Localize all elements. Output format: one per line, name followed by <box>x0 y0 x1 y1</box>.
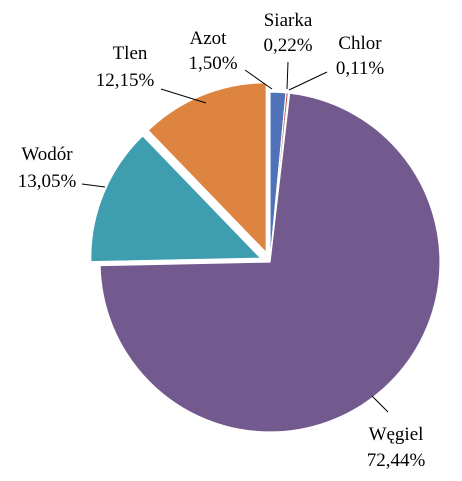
leader-line-wegiel <box>371 395 389 413</box>
pie-slice-wodor <box>90 134 263 263</box>
leader-lines <box>81 61 389 413</box>
leader-line-siarka <box>286 61 289 90</box>
leader-line-tlen <box>160 88 207 104</box>
pie-slice-tlen <box>147 82 267 255</box>
slice-value-siarka: 0,22% <box>263 35 312 56</box>
leader-line-chlor <box>288 71 328 91</box>
slice-value-tlen: 12,15% <box>96 70 155 91</box>
slice-label-wegiel: Węgiel <box>369 424 424 445</box>
slice-label-chlor: Chlor <box>338 33 382 54</box>
slice-label-tlen: Tlen <box>113 43 148 64</box>
slice-value-wegiel: 72,44% <box>367 450 426 471</box>
data-labels: Azot 1,50% Siarka 0,22% Chlor 0,11% Węgiel 72,4… <box>18 10 426 471</box>
slice-label-azot: Azot <box>190 28 228 49</box>
slice-value-wodor: 13,05% <box>18 171 77 192</box>
slice-value-chlor: 0,11% <box>336 58 385 79</box>
slice-label-siarka: Siarka <box>264 10 313 31</box>
slice-value-azot: 1,50% <box>188 53 237 74</box>
slice-label-wodor: Wodór <box>21 144 73 165</box>
leader-line-azot <box>244 69 273 90</box>
leader-line-wodor <box>81 183 106 188</box>
pie-slice-wegiel <box>99 92 441 433</box>
pie-slices <box>90 82 441 433</box>
